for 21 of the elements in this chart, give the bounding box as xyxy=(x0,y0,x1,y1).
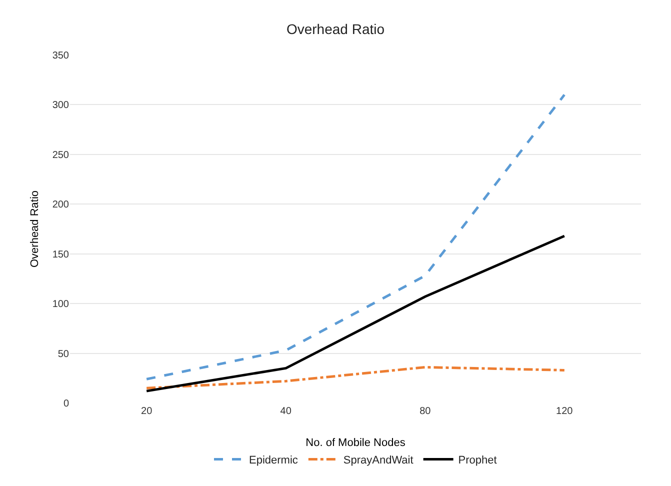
x-axis-title: No. of Mobile Nodes xyxy=(306,437,406,449)
x-tick-label: 120 xyxy=(556,406,574,417)
x-tick-label: 20 xyxy=(141,406,153,417)
y-axis-title: Overhead Ratio xyxy=(29,190,41,268)
y-tick-label: 150 xyxy=(52,249,70,260)
legend-label: Prophet xyxy=(458,454,497,467)
y-tick-label: 200 xyxy=(52,200,70,211)
line-series xyxy=(145,94,566,380)
line-series xyxy=(145,234,566,392)
line-series xyxy=(145,366,566,390)
y-tick-label: 100 xyxy=(52,299,70,310)
legend-label: SprayAndWait xyxy=(343,454,414,467)
chart-title: Overhead Ratio xyxy=(286,21,385,38)
y-tick-label: 50 xyxy=(58,348,70,360)
y-tick-label: 350 xyxy=(52,50,70,62)
y-tick-label: 250 xyxy=(52,150,70,161)
legend-label: Epidermic xyxy=(249,454,298,467)
x-tick-label: 40 xyxy=(280,406,292,417)
y-tick-label: 0 xyxy=(63,398,70,410)
x-tick-label: 80 xyxy=(420,406,432,417)
y-tick-label: 300 xyxy=(52,100,70,112)
